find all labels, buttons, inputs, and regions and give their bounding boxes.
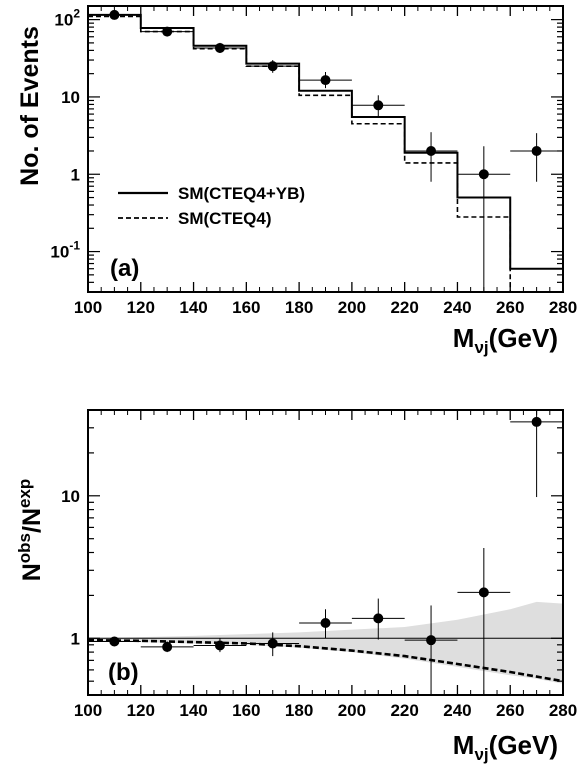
x-tick-label: 260: [496, 701, 524, 720]
x-axis-label: Mνj(GeV): [453, 323, 558, 357]
data-point: [162, 26, 173, 37]
ratio-point: [162, 641, 173, 652]
x-tick-label: 260: [496, 298, 524, 317]
y-axis-label: Nobs/Nexp: [15, 479, 46, 582]
panel-a: 100 120 140 160 180 200 220 240 260 280 10210110-…: [16, 5, 577, 357]
uncertainty-band-area: [88, 601, 563, 684]
x-tick-label: 120: [127, 701, 155, 720]
x-tick-label: 280: [549, 701, 577, 720]
x-tick-label: 220: [390, 298, 418, 317]
x-axis-label-sub: νj: [474, 745, 488, 764]
y-axis-label-sup-exp: exp: [15, 479, 34, 508]
x-tick-label: 220: [390, 701, 418, 720]
plot-frame: [87, 5, 564, 293]
data-point: [109, 9, 120, 20]
ratio-point: [214, 640, 225, 651]
x-axis-label-unit: (GeV): [489, 323, 558, 353]
x-tick-label: 200: [338, 298, 366, 317]
x-tick-label: 140: [179, 701, 207, 720]
data-points: [88, 9, 563, 292]
y-tick-label: 10-1: [50, 239, 80, 262]
y-tick-base: 1: [71, 165, 80, 184]
x-tick-label: 240: [443, 298, 471, 317]
ratio-point: [109, 636, 120, 647]
ratio-point: [267, 638, 278, 649]
legend: SM(CTEQ4+YB) SM(CTEQ4): [118, 184, 305, 228]
y-axis-label-main: N: [18, 563, 46, 581]
histograms: [88, 13, 563, 293]
uncertainty-band: [88, 601, 563, 684]
legend-label-cteq4-yb: SM(CTEQ4+YB): [178, 184, 305, 203]
data-point: [373, 100, 384, 111]
y-tick-label: 1: [71, 629, 80, 648]
legend-label-cteq4: SM(CTEQ4): [178, 209, 272, 228]
ratio-point: [426, 635, 437, 646]
data-point: [267, 61, 278, 72]
y-tick-base: 10: [61, 88, 80, 107]
y-tick-exponent: 2: [73, 7, 80, 21]
x-tick-label: 100: [74, 298, 102, 317]
histogram-sm-cteq4-yb: [88, 13, 563, 270]
x-tick-label: 280: [549, 298, 577, 317]
x-axis-label-main: M: [453, 323, 475, 353]
y-tick-label: 1: [71, 165, 80, 184]
y-axis-label: No. of Events: [16, 26, 44, 186]
ratio-point: [373, 613, 384, 624]
x-tick-label: 140: [179, 298, 207, 317]
panel-label-a: (a): [110, 255, 139, 282]
y-tick-base: 10: [54, 11, 73, 30]
x-tick-labels: 100 120 140 160 180 200 220 240 260 280: [74, 701, 577, 720]
panel-b: 100 120 140 160 180 200 220 240 260 280 10 1 Nobs/…: [15, 409, 577, 764]
x-tick-labels: 100 120 140 160 180 200 220 240 260 280: [74, 298, 577, 317]
y-tick-base: 10: [50, 243, 69, 262]
x-axis-label-main: M: [453, 730, 475, 760]
x-tick-label: 160: [232, 701, 260, 720]
data-point: [214, 42, 225, 53]
y-tick-label: 10: [61, 88, 80, 107]
tick-marks: [87, 409, 564, 696]
x-axis-label: Mνj(GeV): [453, 730, 558, 764]
x-tick-label: 200: [338, 701, 366, 720]
x-tick-label: 180: [285, 298, 313, 317]
panel-label-b: (b): [108, 659, 139, 686]
y-tick-label: 102: [54, 7, 80, 30]
x-tick-label: 100: [74, 701, 102, 720]
x-tick-label: 120: [127, 298, 155, 317]
x-tick-label: 240: [443, 701, 471, 720]
data-point: [531, 145, 542, 156]
y-axis-label-sup-obs: obs: [15, 533, 34, 563]
x-axis-label-unit: (GeV): [489, 730, 558, 760]
data-point: [320, 75, 331, 86]
x-axis-label-sub: νj: [474, 338, 488, 357]
ratio-point: [478, 587, 489, 598]
y-tick-exponent: -1: [69, 239, 80, 253]
ratio-points: [88, 410, 563, 695]
x-tick-label: 160: [232, 298, 260, 317]
ratio-point: [320, 618, 331, 629]
data-point: [478, 169, 489, 180]
y-tick-label: 10: [61, 487, 80, 506]
y-axis-label-sep: /N: [18, 508, 46, 533]
tick-marks: [87, 6, 564, 293]
ratio-point: [531, 416, 542, 427]
x-tick-label: 180: [285, 701, 313, 720]
histogram-sm-cteq4: [88, 15, 563, 293]
data-point: [426, 145, 437, 156]
y-tick-labels: 10 1: [61, 487, 80, 649]
